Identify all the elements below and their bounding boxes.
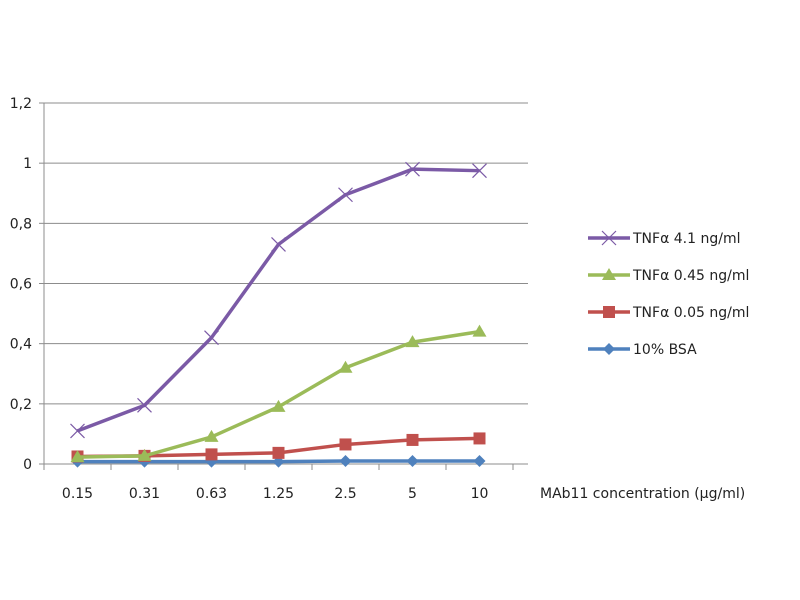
legend-marker [601,230,617,246]
y-tick-label: 0,6 [10,277,32,293]
x-tick-label: 1.25 [263,486,294,502]
data-point [473,454,486,467]
legend-marker [602,268,616,280]
data-point [338,187,353,203]
legend-label: TNFα 0.05 ng/ml [632,305,749,321]
x-tick-label: 0.63 [196,486,227,502]
data-point [204,429,219,442]
y-tick-label: 0,8 [10,216,32,232]
data-point [472,324,487,337]
data-point [339,438,352,451]
series-line [76,167,480,433]
data-point [70,423,85,439]
legend-label: TNFα 4.1 ng/ml [632,231,740,247]
data-point [271,236,286,252]
x-tick-label: 10 [471,486,489,502]
data-point [70,450,85,463]
legend-marker [603,306,615,318]
data-point [406,454,419,467]
data-point [473,432,486,445]
data-point [338,360,353,373]
data-point [272,446,285,459]
legend-marker [603,343,615,355]
x-tick-label: 2.5 [334,486,356,502]
data-point [405,161,420,177]
data-point [271,399,286,412]
data-point [137,448,152,461]
data-point [339,454,352,467]
y-tick-label: 0 [23,457,32,473]
x-tick-label: 0.31 [129,486,160,502]
x-tick-label: 5 [408,486,417,502]
data-point [472,163,487,179]
y-tick-label: 1 [23,156,32,172]
data-point [406,433,419,446]
data-point [204,330,219,346]
legend-label: TNFα 0.45 ng/ml [632,268,749,284]
data-point [205,448,218,461]
data-point [137,397,152,413]
y-tick-label: 1,2 [10,96,32,112]
x-axis-label: MAb11 concentration (µg/ml) [540,486,745,502]
data-point [405,335,420,348]
x-tick-label: 0.15 [62,486,93,502]
legend-label: 10% BSA [633,342,697,358]
y-tick-label: 0,2 [10,397,32,413]
y-tick-label: 0,4 [10,337,32,353]
